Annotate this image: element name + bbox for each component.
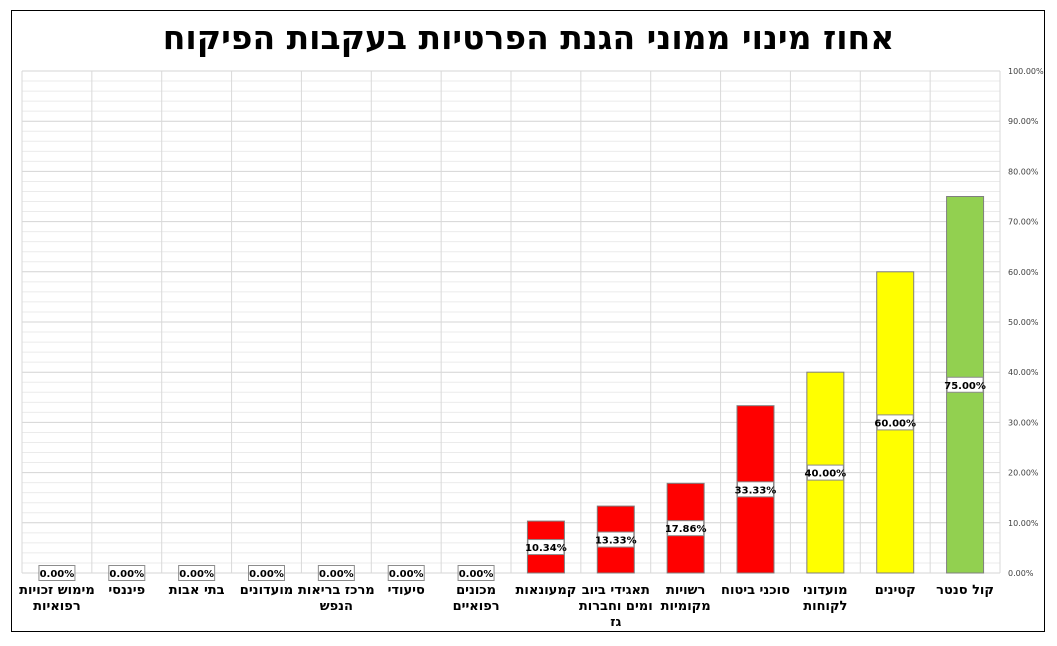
y-tick-label: 60.00% (1008, 268, 1039, 277)
y-tick-label: 90.00% (1008, 117, 1039, 126)
data-label: 0.00% (319, 569, 354, 580)
category-label: סיעודי (388, 583, 425, 598)
category-label: מימוש זכויות (19, 583, 95, 598)
y-tick-label: 50.00% (1008, 318, 1039, 327)
data-label: 40.00% (805, 469, 847, 480)
data-label: 17.86% (665, 524, 707, 535)
category-label: לקוחות (803, 599, 847, 614)
category-label: מכונים (456, 583, 496, 598)
data-label: 10.34% (525, 543, 567, 554)
category-label: פיננסי (108, 583, 145, 598)
data-label-box (527, 539, 565, 556)
data-label: 60.00% (874, 418, 916, 429)
y-tick-label: 20.00% (1008, 469, 1039, 478)
data-label: 13.33% (595, 536, 637, 547)
y-tick-label: 80.00% (1008, 167, 1039, 176)
category-label: בתי אבות (169, 583, 225, 598)
y-tick-label: 100.00% (1008, 67, 1044, 76)
category-label: תאגידי ביוב (582, 583, 650, 598)
data-label: 0.00% (389, 569, 424, 580)
data-label-box (387, 565, 425, 581)
data-label-box (108, 565, 146, 581)
category-label: מועדוני (803, 583, 847, 598)
category-label: מועדונים (240, 583, 293, 598)
data-label-box (38, 565, 76, 581)
data-label-box (248, 565, 285, 581)
y-tick-label: 10.00% (1008, 519, 1039, 528)
data-label-box (178, 565, 216, 581)
data-label-box (597, 531, 635, 548)
category-label: מקומיות (661, 599, 711, 614)
y-tick-label: 70.00% (1008, 218, 1039, 227)
data-label: 33.33% (735, 485, 777, 496)
category-label: רשויות (666, 583, 705, 598)
data-label: 0.00% (179, 569, 214, 580)
data-label-box (806, 464, 844, 481)
data-label-box (457, 565, 495, 581)
data-label-box (946, 376, 984, 393)
y-tick-label: 30.00% (1008, 418, 1039, 427)
category-label: גז (610, 615, 621, 630)
y-tick-label: 0.00% (1008, 569, 1034, 578)
category-label: הנפש (320, 599, 353, 614)
data-label-box (667, 520, 705, 537)
category-label: ומים וחברות (579, 599, 653, 614)
data-label: 0.00% (459, 569, 494, 580)
category-label: קטינים (875, 583, 916, 598)
category-label: מרכז בריאות (298, 583, 375, 598)
category-label: סוכני ביטוח (721, 583, 790, 598)
data-label: 0.00% (249, 569, 284, 580)
chart-title: אחוז מינוי ממוני הגנת הפרטיות בעקבות הפי… (162, 18, 895, 57)
data-label-box (737, 481, 774, 498)
data-label-box (317, 565, 355, 581)
data-label: 0.00% (109, 569, 144, 580)
category-label: קול סנטר (936, 583, 994, 598)
category-label: רפואיות (33, 599, 80, 614)
category-label: קמעונאות (516, 583, 577, 598)
y-tick-label: 40.00% (1008, 368, 1039, 377)
data-label-box (876, 414, 914, 431)
category-label: רפואיים (453, 599, 500, 614)
data-label: 0.00% (40, 569, 75, 580)
data-label: 75.00% (944, 381, 986, 392)
